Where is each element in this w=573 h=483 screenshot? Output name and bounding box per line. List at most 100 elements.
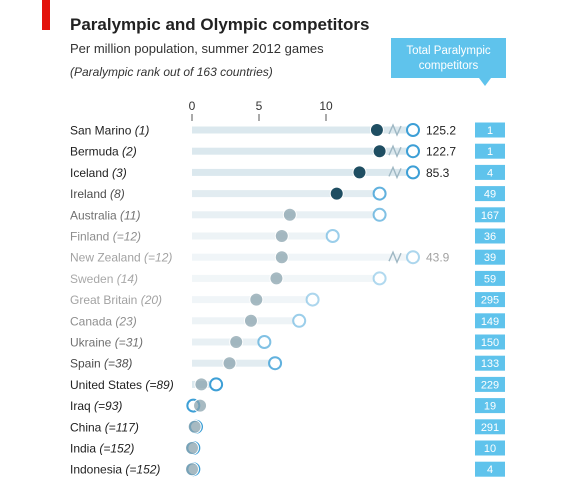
total-box [475,164,505,180]
total-box [475,419,505,435]
olympic-marker [406,144,420,159]
total-box [475,313,505,329]
row-iraq: Iraq (=93) 19 [70,398,505,414]
paralympic-marker [185,441,199,455]
legend-box: Total Paralympic competitors [391,38,506,86]
country-label: Indonesia (=152) [70,463,160,477]
row-ukraine: Ukraine (=31) 150 [70,334,505,350]
row-australia: Australia (11) 167 [70,207,505,223]
paralympic-marker [193,398,208,413]
country-label: Iceland (3) [70,166,127,180]
total-value: 167 [481,210,499,222]
olympic-marker [305,292,320,307]
chart-subtitle: Per million population, summer 2012 game… [70,41,324,56]
row-united-states: United States (=89) 229 [70,376,505,392]
row-new-zealand: New Zealand (=12) 43.9 39 [70,249,505,265]
olympic-value-label: 43.9 [426,251,450,265]
total-box [475,292,505,308]
total-box [475,270,505,286]
paralympic-marker [329,186,344,201]
axis-break-mark [388,144,402,158]
legend-box-pointer [479,78,491,86]
olympic-marker [406,123,420,137]
rank-label: (3) [112,166,127,180]
total-value: 36 [484,231,496,243]
row-indonesia: Indonesia (=152) 4 [70,461,505,477]
olympic-value-label: 122.7 [426,145,456,159]
country-label: United States (=89) [70,378,174,392]
rank-label: (=12) [113,230,141,244]
total-value: 150 [481,337,499,349]
chart-rows: San Marino (1) 125.2 1 Bermuda (2) 122.7 1 Ice… [70,122,505,477]
range-bar [192,147,413,155]
total-box [475,398,505,414]
olympic-marker [372,186,387,201]
legend-box-line-1: Total Paralympic [406,45,491,57]
row-ireland: Ireland (8) 49 [70,186,505,202]
paralympic-marker [282,207,297,222]
range-bar [192,168,413,176]
total-box [475,186,505,202]
x-tick-label: 0 [189,99,196,113]
olympic-marker [257,335,272,349]
country-label: Ukraine (=31) [70,336,143,350]
axis-break-mark [388,165,402,180]
country-label: Bermuda (2) [70,145,137,159]
country-label: Sweden (14) [70,272,138,286]
axis-break-mark [388,250,402,264]
row-finland: Finland (=12) 36 [70,228,505,244]
paralympic-marker [249,292,264,307]
total-box [475,376,505,392]
row-iceland: Iceland (3) 85.3 4 [70,164,505,180]
olympic-marker [268,356,283,371]
olympic-value-label: 125.2 [426,124,456,138]
paralympic-marker [185,462,199,477]
range-bar [192,190,380,198]
olympic-value-label: 85.3 [426,166,450,180]
legend-box-bg [391,38,506,78]
row-india: India (=152) 10 [70,440,505,456]
x-axis-ticks: 0 5 10 [189,99,333,121]
country-label: Ireland (8) [70,187,125,201]
rank-label: (=117) [105,420,139,434]
range-bar [192,274,380,282]
rank-label: (=152) [125,463,160,477]
row-bermuda: Bermuda (2) 122.7 1 [70,143,505,159]
rank-label: (=93) [94,399,122,413]
total-box [475,440,505,456]
rank-label: (23) [115,314,136,328]
row-spain: Spain (=38) 133 [70,355,505,371]
x-tick-label: 5 [256,99,263,113]
paralympic-marker [243,313,258,328]
total-box [475,249,505,265]
total-value: 295 [481,295,499,307]
olympic-marker [209,377,224,392]
total-value: 19 [484,401,496,413]
olympic-marker [372,271,387,286]
paralympic-marker [352,165,367,180]
chart-note: (Paralympic rank out of 163 countries) [70,65,273,79]
total-box [475,143,505,159]
country-label: New Zealand (=12) [70,251,172,265]
total-box [475,207,505,223]
country-label: San Marino (1) [70,124,149,138]
paralympic-marker [372,144,387,159]
rank-label: (=38) [104,357,132,371]
total-box [475,334,505,350]
total-value: 4 [487,464,493,476]
olympic-marker [292,313,307,328]
range-bar [192,232,333,240]
paralympic-marker [274,250,289,265]
paralympic-marker [229,335,244,349]
olympic-marker [406,165,420,180]
olympic-marker [406,250,420,265]
row-china: China (=117) 291 [70,419,505,435]
chart-title: Paralympic and Olympic competitors [70,15,369,34]
total-box [475,461,505,477]
country-label: Great Britain (20) [70,293,162,307]
total-value: 133 [481,358,499,370]
rank-label: (20) [141,293,162,307]
country-label: Spain (=38) [70,357,132,371]
range-bar [192,338,265,346]
row-san-marino: San Marino (1) 125.2 1 [70,122,505,138]
